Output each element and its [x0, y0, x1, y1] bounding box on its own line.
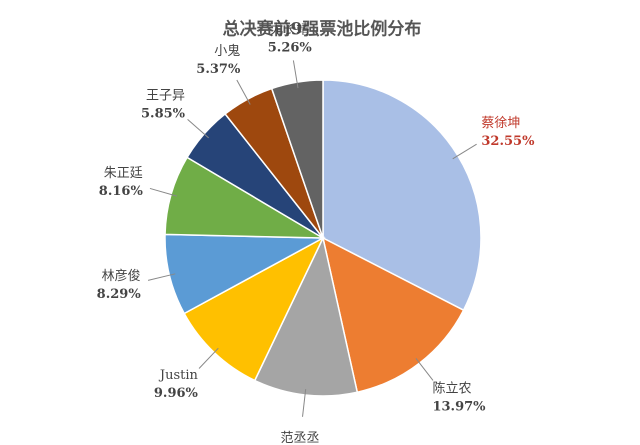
leader-line	[292, 60, 299, 89]
value-label: 8.29%	[97, 287, 142, 302]
leader-line	[149, 187, 178, 197]
category-label: 林彦俊	[102, 268, 141, 284]
value-label: 32.55%	[481, 134, 535, 149]
value-label: 13.97%	[432, 399, 486, 414]
value-label: 8.16%	[99, 184, 144, 199]
chart-title: 总决赛前9强票池比例分布	[223, 19, 422, 40]
category-label: 朱正廷	[104, 166, 143, 181]
value-label: 5.85%	[141, 106, 186, 121]
category-label: 王子异	[146, 88, 185, 103]
category-label: 蔡徐坤	[481, 116, 520, 131]
leader-line	[302, 388, 307, 417]
value-label: 9.96%	[154, 386, 199, 401]
category-label: Justin	[158, 368, 199, 383]
leader-line	[147, 273, 176, 281]
value-label: 5.26%	[268, 40, 313, 55]
category-label: 陈立农	[432, 380, 471, 396]
leader-line	[236, 79, 251, 105]
category-label: 范丞丞	[281, 431, 320, 445]
leader-line	[198, 347, 219, 369]
leader-line	[452, 143, 477, 160]
leader-line	[415, 358, 434, 381]
leader-line	[187, 119, 209, 139]
category-label: 小鬼	[214, 43, 240, 59]
category-label: 尤长靖	[270, 22, 309, 37]
value-label: 5.37%	[196, 62, 241, 77]
